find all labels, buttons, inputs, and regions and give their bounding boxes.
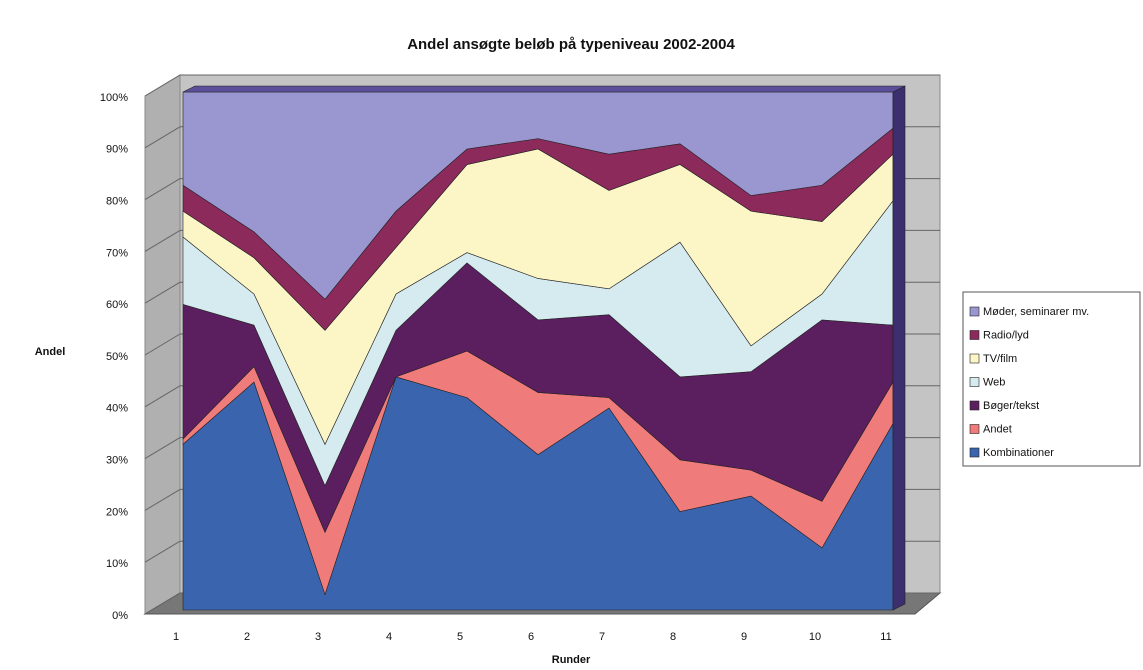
y-tick-label: 70% bbox=[106, 247, 128, 259]
legend-box bbox=[962, 291, 1141, 467]
legend-swatch bbox=[969, 447, 980, 458]
y-tick-label: 40% bbox=[106, 403, 128, 415]
y-tick-label: 100% bbox=[100, 92, 128, 104]
legend-label: Møder, seminarer mv. bbox=[983, 306, 1089, 318]
x-tick-label: 8 bbox=[670, 631, 676, 643]
grid-line bbox=[144, 488, 181, 511]
x-tick-label: 9 bbox=[741, 631, 747, 643]
y-tick-label: 60% bbox=[106, 299, 128, 311]
y-tick-label: 50% bbox=[106, 351, 128, 363]
y-tick-label: 0% bbox=[112, 610, 128, 622]
legend-swatch bbox=[969, 400, 980, 411]
legend-label: TV/film bbox=[983, 353, 1017, 365]
y-tick-label: 10% bbox=[106, 558, 128, 570]
legend-swatch bbox=[969, 330, 980, 340]
y-tick-label: 30% bbox=[106, 455, 128, 467]
grid-line bbox=[144, 333, 181, 356]
grid-line bbox=[144, 178, 181, 201]
y-tick-label: 80% bbox=[106, 196, 128, 208]
legend-label: Kombinationer bbox=[983, 447, 1054, 459]
grid-line bbox=[144, 437, 181, 460]
chart-title: Andel ansøgte beløb på typeniveau 2002-2… bbox=[407, 36, 735, 53]
grid-line bbox=[144, 385, 181, 408]
legend-swatch bbox=[969, 353, 980, 364]
legend-label: Bøger/tekst bbox=[983, 400, 1039, 412]
x-tick-label: 10 bbox=[809, 631, 821, 643]
legend-swatch bbox=[969, 377, 980, 387]
plot-top bbox=[182, 85, 906, 93]
x-tick-label: 4 bbox=[386, 631, 392, 643]
grid-line bbox=[144, 540, 181, 563]
x-tick-label: 2 bbox=[244, 631, 250, 643]
x-tick-label: 7 bbox=[599, 631, 605, 643]
grid-line bbox=[144, 126, 181, 149]
legend-label: Andet bbox=[983, 423, 1012, 435]
legend-swatch bbox=[969, 424, 980, 434]
grid-line bbox=[144, 281, 181, 304]
x-tick-label: 3 bbox=[315, 631, 321, 643]
x-axis-label: Runder bbox=[552, 654, 591, 666]
x-tick-label: 11 bbox=[880, 631, 891, 643]
y-axis-label: Andel bbox=[35, 346, 66, 358]
x-tick-label: 1 bbox=[173, 631, 179, 643]
x-tick-label: 5 bbox=[457, 631, 463, 643]
grid-line bbox=[144, 74, 181, 97]
plot-edge bbox=[892, 85, 906, 611]
legend-swatch bbox=[969, 306, 980, 317]
grid-line bbox=[144, 592, 181, 615]
legend-label: Radio/lyd bbox=[983, 329, 1029, 341]
x-tick-label: 6 bbox=[528, 631, 534, 643]
y-tick-label: 90% bbox=[106, 144, 128, 156]
legend-label: Web bbox=[983, 376, 1005, 388]
grid-line bbox=[144, 229, 181, 252]
y-tick-label: 20% bbox=[106, 506, 128, 518]
